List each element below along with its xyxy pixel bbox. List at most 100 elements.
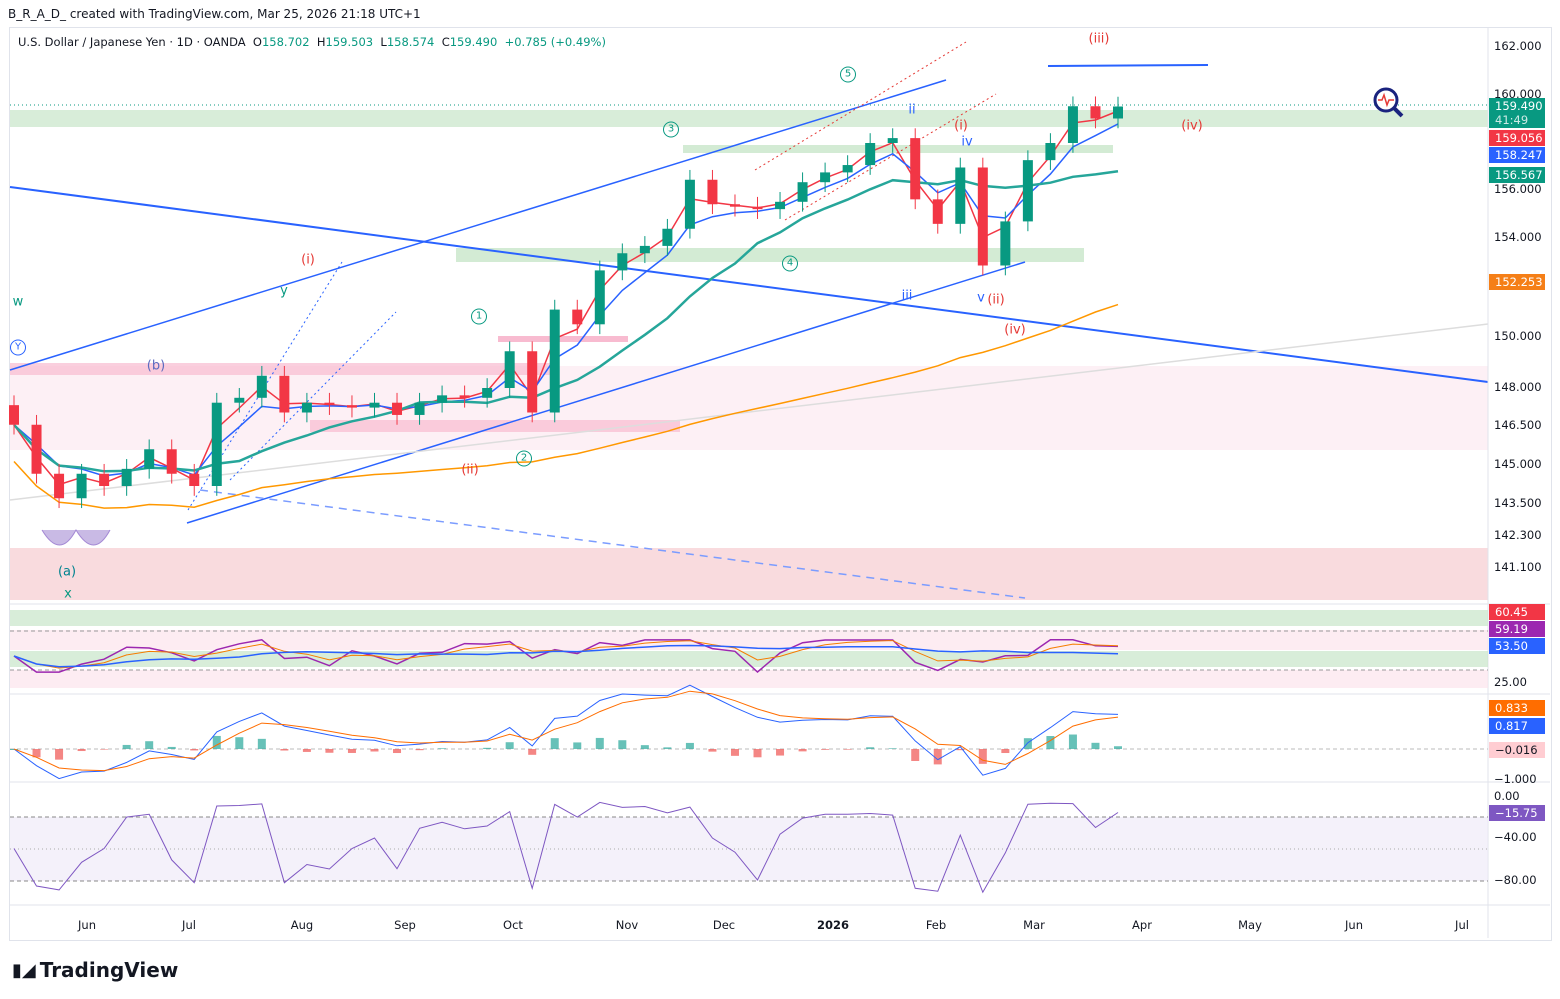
macd-histogram-bar [618,740,627,749]
macd-histogram-bar [325,749,334,753]
chart-frame [9,27,1552,941]
candle-body [842,165,853,173]
macd-histogram-bar [302,749,311,752]
macd-histogram-bar [415,749,424,751]
sma200-line [13,303,1119,509]
macd-histogram-bar [235,737,244,749]
macd-histogram-bar [122,744,131,749]
open-label: O [252,35,262,49]
candle-body [527,351,538,413]
price-tick: 141.100 [1494,560,1542,574]
rsi-upper-tag: 60.45 [1489,604,1545,620]
candle-body [594,270,605,325]
price-tick: 148.000 [1494,380,1542,394]
macd-signal-tag: 0.833 [1489,700,1545,716]
wave-label: Y [10,339,26,356]
wr-tick: −80.00 [1494,873,1537,887]
wr-band [10,817,1488,881]
last-price-tag: 159.490 41:49 [1489,98,1545,128]
candle-body [707,179,718,205]
price-tick: 154.000 [1494,230,1542,244]
candle-body [775,201,786,210]
zone [683,145,1113,153]
macd-histogram-bar [888,748,897,749]
time-tick: May [1238,918,1262,932]
rsi-tick: 25.00 [1494,675,1527,689]
logo-text: TradingView [39,958,179,982]
macd-histogram-bar [640,745,649,749]
macd-histogram-bar [347,749,356,753]
macd-histogram-bar [821,749,830,750]
macd-histogram-bar [730,749,739,756]
macd-signal-line [13,690,1119,772]
candle-body [99,473,110,486]
demand-zone [10,366,1488,450]
macd-line-tag: 0.817 [1489,718,1545,734]
macd-histogram-bar [843,749,852,750]
macd-histogram-bar [978,749,987,764]
magnifier-icon[interactable] [1373,87,1404,118]
price-tick: 156.000 [1494,182,1542,196]
candle-body [729,204,740,207]
time-tick: Dec [712,918,736,932]
wr-tick: −40.00 [1494,830,1537,844]
wave-label: iv [961,134,973,150]
dotted-line [229,311,397,481]
channel-top [9,79,947,371]
wave-label: w [12,294,24,310]
rsi-ma-tag: 53.50 [1489,638,1545,654]
macd-line [13,684,1119,780]
macd-histogram-bar [370,749,379,752]
candle-body [301,402,312,413]
time-tick: Jun [1345,918,1363,932]
time-tick: Jul [182,918,196,932]
price-tick: 162.000 [1494,39,1542,53]
candle-body [256,375,267,398]
symbol-name: U.S. Dollar / Japanese Yen · 1D · OANDA [18,35,246,49]
double-bottom-shape [41,528,111,546]
price-tick: 142.300 [1494,528,1542,542]
tradingview-logo[interactable]: ▮◢ TradingView [12,958,178,982]
macd-histogram-bar [1091,742,1100,749]
macd-histogram-bar [438,748,447,749]
wr-tick: 0.00 [1494,789,1520,803]
candle-body [346,405,357,408]
symbol-legend[interactable]: U.S. Dollar / Japanese Yen · 1D · OANDA … [18,35,606,49]
macd-histogram-bar [393,749,402,754]
candle-body [865,143,876,166]
wave-label: y [280,283,288,299]
price-tick: 160.000 [1494,87,1542,101]
sma50-line [13,169,1119,473]
candle-body [1045,143,1056,161]
candle-body [1090,106,1101,119]
macd-histogram-bar [32,749,41,758]
long-trend [9,323,1489,501]
wave-label: (iii) [1088,31,1110,47]
rsi-value-tag: 59.19 [1489,621,1545,637]
macd-histogram-bar [776,749,785,756]
price-tick: 143.500 [1494,496,1542,510]
candle-body [234,397,245,403]
time-tick: Mar [1023,918,1045,932]
macd-histogram-bar [483,747,492,749]
macd-histogram-bar [100,749,109,750]
wave-label: 1 [471,308,487,325]
time-tick: Oct [503,918,523,932]
low-value: 158.574 [386,35,435,49]
price-tick: 146.500 [1494,418,1542,432]
candle-body [211,402,222,486]
candle-body [504,351,515,388]
candle-body [324,402,335,406]
macd-histogram-bar [190,749,199,751]
wave-label: v [977,290,985,306]
close-label: C [441,35,450,49]
candle-body [414,402,425,415]
wave-label: (a) [57,564,77,580]
candle-body [1000,221,1011,266]
sma50-tag: 156.567 [1489,167,1545,183]
change-value: +0.785 (+0.49%) [504,35,606,49]
candle-body [572,309,583,325]
resistance-zone [10,110,1488,127]
